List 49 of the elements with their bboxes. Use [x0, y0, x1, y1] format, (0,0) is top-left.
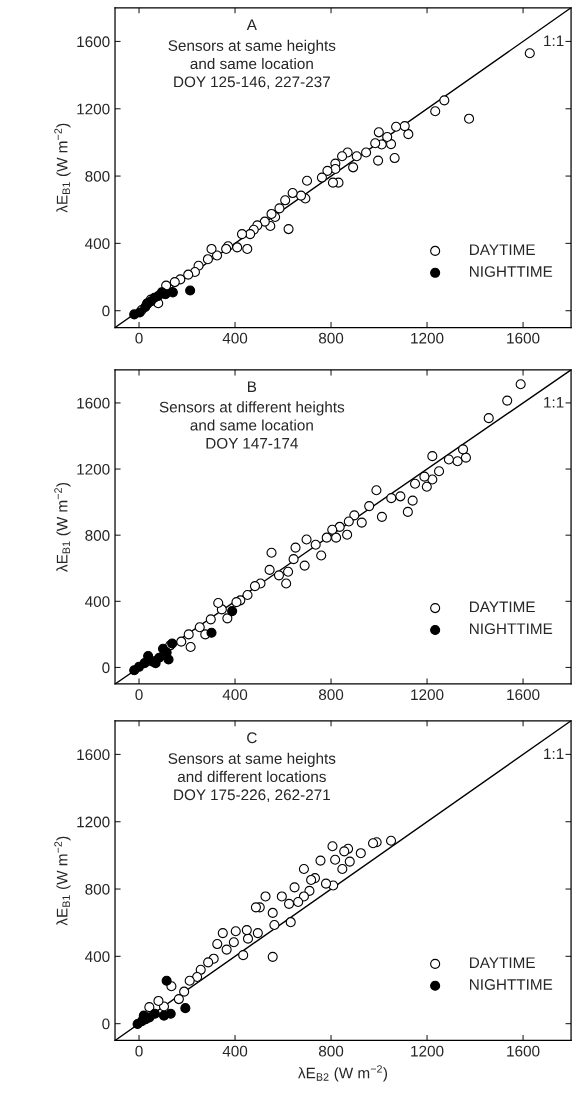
x-tick-label: 1200 — [411, 332, 444, 344]
y-tick-label: 1600 — [77, 397, 110, 409]
x-tick-label: 400 — [222, 332, 248, 344]
y-axis-title: λE$_{B1}$ (W m$^{−2}$) — [54, 123, 71, 213]
x-tick-label: 0 — [135, 689, 143, 701]
y-tick-label: 0 — [102, 662, 110, 674]
y-tick-label: 1200 — [77, 103, 110, 115]
legend-label: NIGHTTIME — [470, 979, 553, 990]
x-tick-label: 400 — [222, 1045, 248, 1057]
x-tick-label: 1200 — [411, 1045, 444, 1057]
annotation: Sensors at same heights and same location DOY 125-146, 227-237 — [168, 39, 336, 90]
legend-label: DAYTIME — [470, 244, 535, 255]
annotation: Sensors at different heights and same location DOY 147-174 — [159, 401, 345, 449]
x-tick-label: 1200 — [411, 689, 444, 701]
x-tick-label: 800 — [318, 332, 344, 344]
annotation: Sensors at same heights and different locations DOY 175-226, 262-271 — [168, 752, 336, 802]
x-tick-label: 1600 — [507, 332, 540, 344]
x-tick-label: 1600 — [507, 689, 540, 701]
y-tick-label: 400 — [85, 596, 110, 608]
y-tick-label: 800 — [85, 883, 110, 895]
y-tick-label: 800 — [85, 170, 110, 182]
annotation: 1:1 — [544, 748, 564, 760]
legend-label: NIGHTTIME — [470, 266, 553, 277]
annotation: C — [247, 732, 257, 744]
y-tick-label: 400 — [85, 238, 110, 250]
x-tick-label: 0 — [135, 1045, 143, 1057]
x-tick-label: 800 — [318, 1045, 344, 1057]
y-tick-label: 400 — [85, 951, 110, 963]
y-tick-label: 1200 — [77, 463, 110, 475]
y-axis-title: λE$_{B1}$ (W m$^{−2}$) — [54, 836, 71, 926]
y-axis-title: λE$_{B1}$ (W m$^{−2}$) — [54, 482, 71, 572]
x-tick-label: 800 — [318, 689, 344, 701]
x-axis-title: λE$_{B2}$ (W m$^{−2}$) — [298, 1065, 388, 1082]
x-tick-label: 0 — [135, 332, 143, 344]
annotation: B — [247, 381, 257, 392]
y-tick-label: 1200 — [77, 816, 110, 828]
legend-label: NIGHTTIME — [470, 623, 553, 635]
y-tick-label: 1600 — [77, 36, 110, 48]
y-tick-label: 0 — [102, 1018, 110, 1030]
annotation: A — [246, 19, 257, 31]
y-tick-label: 800 — [85, 530, 110, 541]
annotation: 1:1 — [544, 35, 564, 47]
y-tick-label: 1600 — [77, 749, 110, 761]
annotation: 1:1 — [544, 397, 564, 408]
x-tick-label: 400 — [222, 689, 248, 701]
y-tick-label: 0 — [102, 305, 110, 317]
legend-label: DAYTIME — [470, 957, 535, 968]
x-tick-label: 1600 — [507, 1045, 540, 1057]
legend-label: DAYTIME — [470, 601, 535, 613]
